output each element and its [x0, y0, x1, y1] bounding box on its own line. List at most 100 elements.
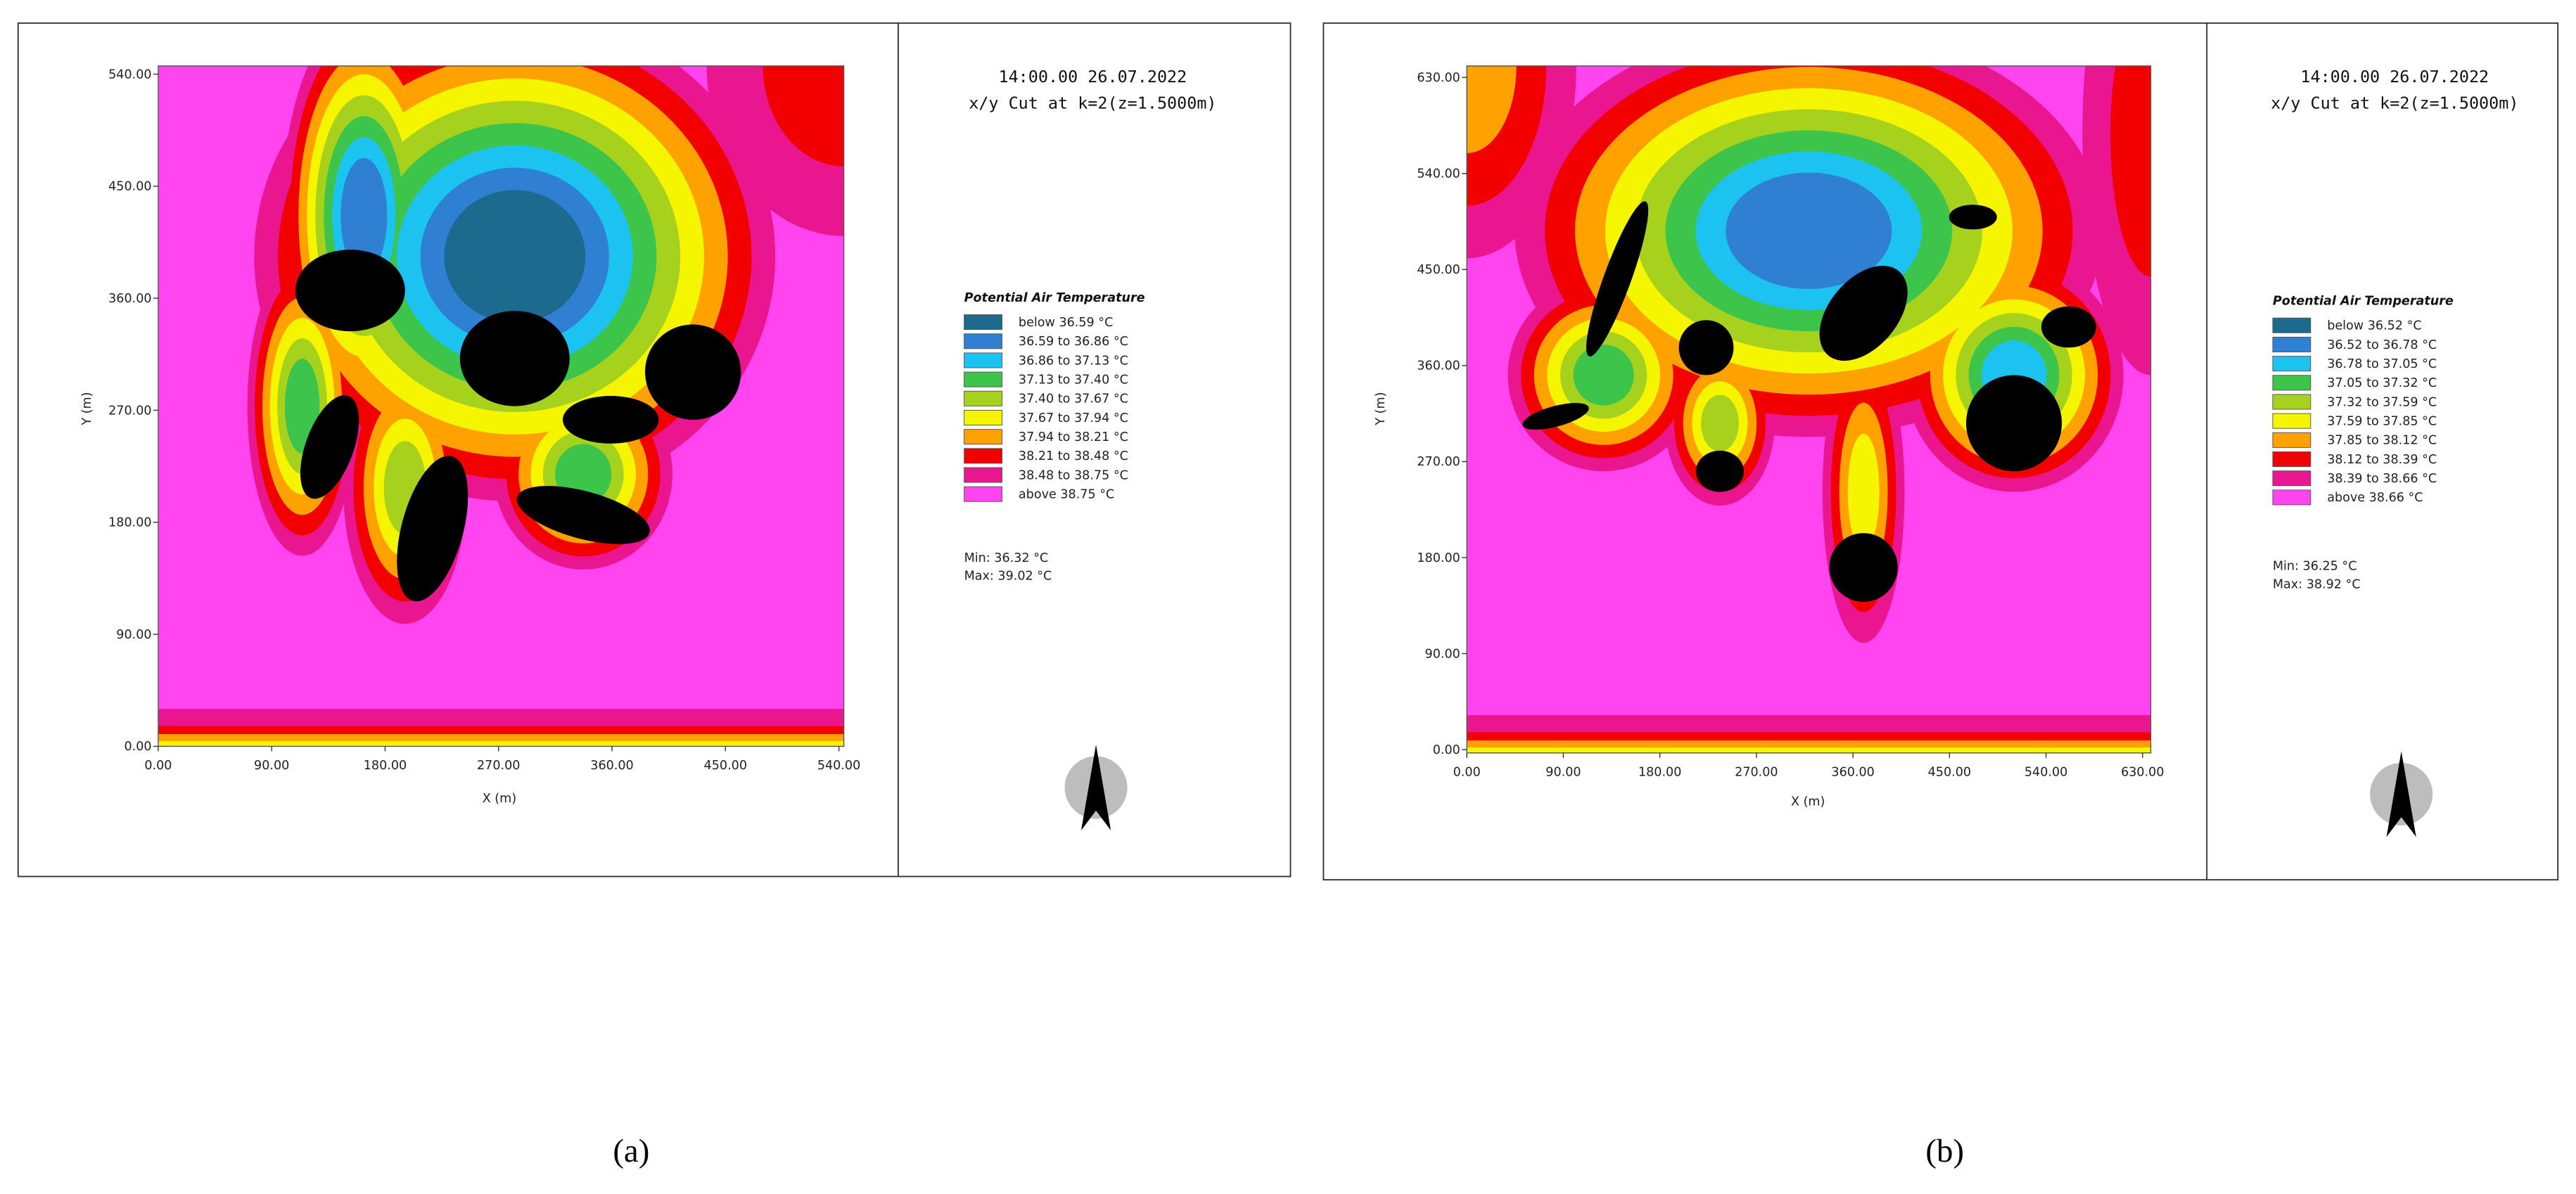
legend-swatch — [2272, 451, 2312, 468]
y-tick-label: 270.00 — [1417, 455, 1460, 469]
temperature-zone — [1847, 433, 1880, 551]
boundary-band — [1467, 740, 2151, 747]
x-tick-label: 540.00 — [2025, 766, 2067, 780]
heatmap — [158, 65, 844, 747]
legend-swatch — [2272, 432, 2312, 448]
x-tick-label: 0.00 — [1453, 766, 1481, 780]
legend-swatch — [964, 448, 1002, 464]
boundary-band — [158, 740, 844, 747]
temperature-zone — [2110, 65, 2151, 277]
y-tick-label: 630.00 — [1417, 71, 1460, 85]
building — [1586, 201, 1649, 357]
legend-label: below 36.52 °C — [2327, 319, 2421, 333]
y-tick-label: 180.00 — [1417, 551, 1460, 565]
timestamp: 14:00.00 26.07.2022 — [2300, 67, 2489, 86]
building — [295, 250, 405, 332]
legend-label: 37.05 to 37.32 °C — [2327, 376, 2437, 390]
y-tick-label: 450.00 — [108, 180, 151, 194]
building — [644, 324, 741, 420]
y-tick-label: 90.00 — [1425, 647, 1460, 661]
cut-info: x/y Cut at k=2(z=1.5000m) — [2271, 94, 2518, 113]
building — [2041, 306, 2096, 348]
legend-label: 36.52 to 36.78 °C — [2327, 338, 2437, 352]
legend-label: 37.67 to 37.94 °C — [1019, 411, 1128, 425]
y-tick-label: 180.00 — [108, 516, 151, 530]
temperature-zone — [1573, 345, 1634, 406]
building — [1819, 265, 1908, 361]
legend-label: above 38.66 °C — [2327, 491, 2423, 505]
y-axis-label: Y (m) — [1374, 392, 1388, 426]
legend-swatch — [964, 467, 1002, 483]
x-axis-label: X (m) — [1791, 795, 1825, 809]
x-tick-label: 270.00 — [1735, 766, 1778, 780]
panel-label: (a) — [613, 1133, 649, 1169]
building — [459, 311, 570, 406]
x-tick-label: 360.00 — [590, 759, 633, 773]
temperature-zone — [444, 190, 586, 323]
y-axis-label: Y (m) — [80, 392, 94, 426]
building — [300, 394, 359, 499]
building — [1965, 375, 2062, 472]
legend-swatch — [2272, 375, 2312, 391]
x-tick-label: 90.00 — [1545, 766, 1581, 780]
max-value: Max: 38.92 °C — [2273, 577, 2361, 591]
building — [1949, 205, 1997, 230]
legend-swatch — [2272, 336, 2312, 352]
legend-label: 36.86 to 37.13 °C — [1019, 354, 1128, 368]
legend-swatch — [2272, 470, 2312, 487]
x-tick-label: 450.00 — [704, 759, 747, 773]
x-tick-label: 450.00 — [1928, 766, 1971, 780]
legend-label: 38.48 to 38.75 °C — [1019, 468, 1128, 482]
boundary-band — [1467, 715, 2151, 733]
building — [1678, 320, 1734, 375]
legend-label: 37.40 to 37.67 °C — [1019, 392, 1128, 406]
building — [1522, 403, 1589, 430]
heatmap — [1467, 65, 2151, 753]
legend-swatch — [964, 333, 1002, 349]
x-tick-label: 180.00 — [364, 759, 407, 773]
legend-swatch — [2272, 394, 2312, 410]
cut-info: x/y Cut at k=2(z=1.5000m) — [969, 94, 1216, 113]
legend-swatch — [964, 371, 1002, 387]
x-tick-label: 0.00 — [144, 759, 172, 773]
plot-border — [1466, 65, 2152, 754]
y-tick-label: 270.00 — [108, 404, 151, 418]
legend-label: 38.39 to 38.66 °C — [2327, 472, 2437, 486]
x-tick-label: 630.00 — [2121, 766, 2164, 780]
y-tick-label: 360.00 — [108, 292, 151, 306]
y-tick-label: 540.00 — [108, 68, 151, 82]
legend-label: 38.12 to 38.39 °C — [2327, 453, 2437, 467]
building — [1829, 533, 1898, 602]
temperature-zone — [340, 158, 388, 274]
legend-label: 36.78 to 37.05 °C — [2327, 357, 2437, 371]
legend-title: Potential Air Temperature — [964, 291, 1145, 305]
x-tick-label: 180.00 — [1638, 766, 1681, 780]
legend-title: Potential Air Temperature — [2273, 294, 2454, 308]
legend-label: 37.13 to 37.40 °C — [1019, 373, 1128, 387]
legend-swatch — [964, 429, 1002, 445]
y-tick-label: 360.00 — [1417, 359, 1460, 373]
legend-swatch — [2272, 356, 2312, 372]
x-tick-label: 360.00 — [1831, 766, 1874, 780]
timestamp: 14:00.00 26.07.2022 — [998, 67, 1187, 86]
legend-swatch — [964, 352, 1002, 368]
legend-swatch — [964, 390, 1002, 406]
min-value: Min: 36.25 °C — [2273, 560, 2357, 574]
legend-label: 37.94 to 38.21 °C — [1019, 430, 1128, 444]
building — [1695, 450, 1744, 492]
boundary-band — [1467, 732, 2151, 741]
legend-swatch — [964, 486, 1002, 502]
x-axis-label: X (m) — [483, 792, 516, 806]
legend-label: 38.21 to 38.48 °C — [1019, 449, 1128, 463]
panel-label: (b) — [1925, 1133, 1964, 1169]
building — [562, 396, 659, 444]
x-tick-label: 90.00 — [254, 759, 289, 773]
plot-border — [158, 65, 845, 747]
legend-label: above 38.75 °C — [1019, 488, 1114, 502]
north-arrow — [2386, 751, 2416, 837]
y-tick-label: 0.00 — [124, 740, 151, 754]
x-tick-label: 270.00 — [477, 759, 520, 773]
legend-label: below 36.59 °C — [1019, 316, 1113, 330]
